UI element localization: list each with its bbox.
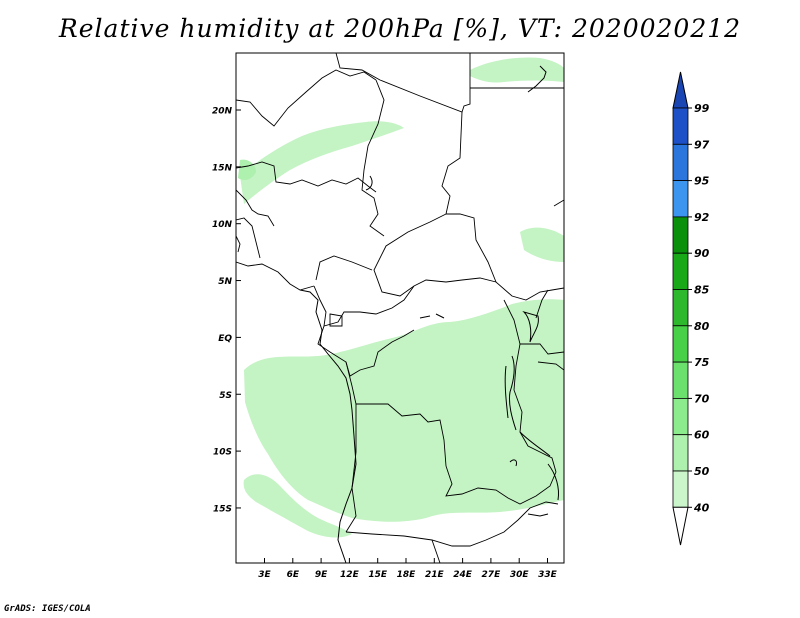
shading-east-patch — [520, 227, 564, 262]
chart-title: Relative humidity at 200hPa [%], VT: 202… — [58, 14, 742, 43]
colorbar-segment — [672, 143, 689, 182]
lat-tick-label: 5S — [219, 391, 232, 401]
country-borders — [236, 53, 564, 563]
colorbar-segment — [672, 216, 689, 254]
coastline-lakes — [299, 65, 559, 563]
colorbar-segment — [672, 107, 689, 145]
colorbar-label: 90 — [694, 247, 710, 260]
lon-tick-label: 21E — [425, 570, 445, 580]
colorbar-segment — [672, 361, 689, 399]
lon-tick-label: 24E — [453, 570, 473, 580]
lat-tick-label: 5N — [218, 277, 232, 287]
colorbar-label: 85 — [694, 284, 710, 297]
lon-tick-label: 15E — [368, 570, 388, 580]
lat-tick-label: EQ — [218, 334, 232, 344]
colorbar-segment — [672, 470, 689, 508]
colorbar-label: 60 — [694, 429, 710, 442]
lon-tick-label: 6E — [287, 570, 300, 580]
colorbar-top-triangle — [672, 71, 689, 109]
lat-tick-label: 15S — [213, 504, 232, 514]
colorbar-segment — [672, 434, 689, 472]
lon-tick-label: 27E — [482, 570, 502, 580]
colorbar-label: 99 — [694, 102, 710, 115]
colorbar-label: 80 — [694, 320, 710, 333]
lon-tick-label: 12E — [340, 570, 360, 580]
shading-south-region — [244, 299, 564, 522]
shading-southwest-band — [243, 474, 352, 538]
colorbar-label: 50 — [694, 465, 710, 478]
colorbar-segment — [672, 325, 689, 363]
lon-tick-label: 3E — [258, 570, 271, 580]
grads-credit: GrADS: IGES/COLA — [4, 604, 91, 614]
colorbar-segment — [672, 397, 689, 436]
map-frame — [235, 52, 565, 564]
humidity-shading — [238, 57, 564, 538]
colorbar-label: 75 — [694, 356, 710, 369]
colorbar-label: 95 — [694, 175, 710, 188]
colorbar-label: 70 — [694, 392, 710, 405]
lat-tick-label: 10S — [213, 448, 232, 458]
lon-tick-labels: 3E 6E 9E 12E 15E 18E 21E 24E 27E 30E 33E — [258, 558, 558, 580]
lon-tick-label: 33E — [538, 570, 558, 580]
lon-tick-label: 9E — [315, 570, 328, 580]
colorbar-label: 97 — [694, 138, 710, 151]
lat-tick-label: 10N — [212, 220, 233, 230]
shading-north-band — [240, 121, 404, 204]
colorbar: 99 97 95 92 90 85 80 75 70 60 50 40 — [672, 71, 710, 546]
colorbar-bottom-triangle — [672, 506, 689, 546]
shading-northeast-patch — [470, 57, 564, 83]
colorbar-label: 92 — [694, 211, 710, 224]
colorbar-label: 40 — [693, 501, 710, 514]
lat-tick-label: 15N — [212, 163, 233, 173]
colorbar-segment — [672, 252, 689, 290]
lat-tick-labels: 20N 15N 10N 5N EQ 5S 10S 15S — [212, 107, 241, 514]
colorbar-segment — [672, 289, 689, 327]
map-figure: 20N 15N 10N 5N EQ 5S 10S 15S 3E 6E 9E 12E 15E 18E 21E… — [212, 52, 710, 580]
lon-tick-label: 18E — [397, 570, 417, 580]
colorbar-segment — [672, 180, 689, 218]
lat-tick-label: 20N — [212, 107, 233, 117]
lon-tick-label: 30E — [510, 570, 530, 580]
